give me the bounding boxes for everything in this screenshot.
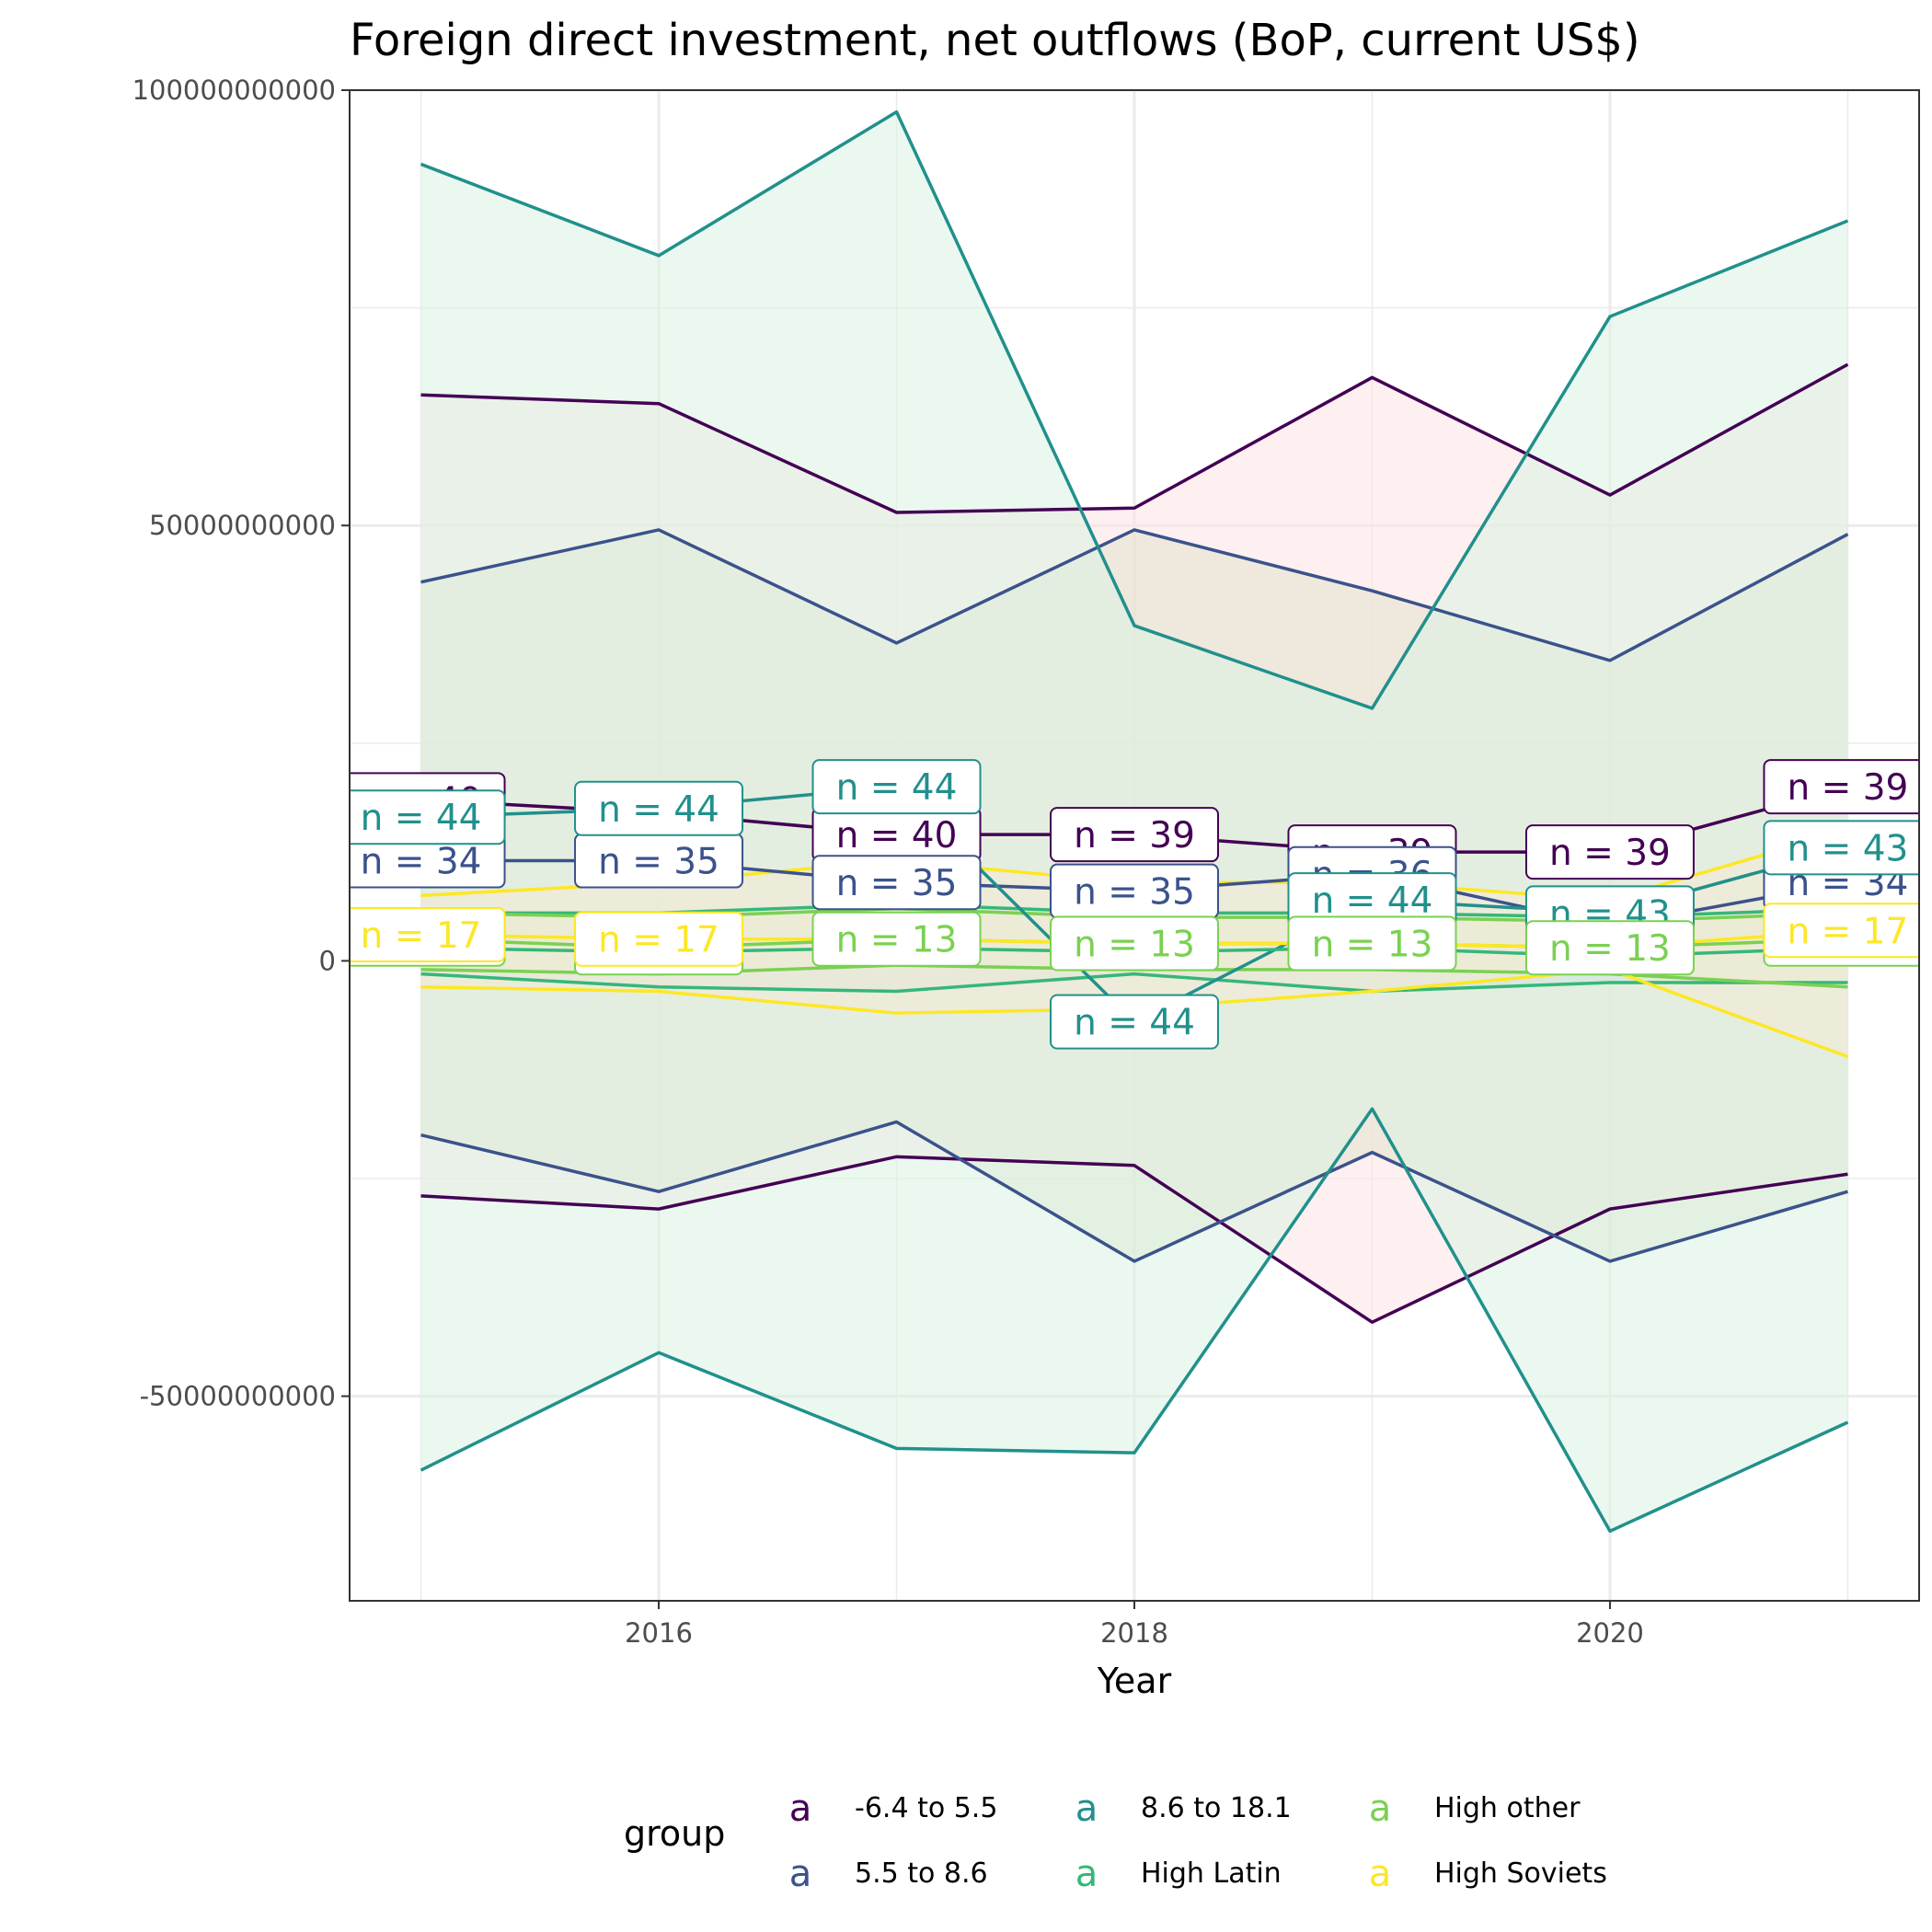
legend-item: a -6.4 to 5.5	[789, 1788, 998, 1830]
n-label-text: n = 17	[1788, 911, 1909, 952]
plot-area: n = 40n = 40n = 39n = 39n = 39n = 39n = …	[349, 88, 1920, 1602]
n-label: n = 44	[350, 789, 506, 845]
n-label: n = 34	[350, 833, 506, 889]
x-tick-label: 2016	[625, 1617, 693, 1649]
n-label-box	[1763, 820, 1919, 876]
n-label-text: n = 39	[1074, 815, 1195, 857]
legend-label: High other	[1434, 1792, 1581, 1824]
n-label: n = 13	[811, 911, 982, 967]
legend-key: a	[789, 1788, 812, 1830]
n-label-box	[350, 907, 506, 963]
n-label: n = 35	[574, 833, 744, 889]
n-label: n = 17	[1763, 903, 1919, 959]
n-label-text: n = 13	[1549, 928, 1671, 970]
n-label-box	[574, 780, 744, 836]
y-tick-label: 100000000000	[132, 75, 336, 106]
n-label: n = 43	[1763, 820, 1919, 876]
legend-item: a High Latin	[1075, 1853, 1282, 1895]
n-label-box	[350, 789, 506, 845]
n-label: n = 39	[1763, 759, 1919, 815]
n-label: n = 44	[1287, 872, 1457, 928]
n-label: n = 13	[1524, 920, 1695, 976]
n-label-box	[1524, 920, 1695, 976]
legend-label: 5.5 to 8.6	[855, 1857, 988, 1890]
n-label-text: n = 44	[836, 767, 958, 809]
legend: group a -6.4 to 5.5 a 5.5 to 8.6 a 8.6 to 18.…	[624, 1788, 1607, 1895]
n-label-text: n = 13	[836, 920, 958, 961]
n-label-text: n = 34	[361, 842, 482, 883]
lower-line	[420, 972, 1848, 994]
n-label-text: n = 17	[598, 920, 719, 961]
y-tick-label: 0	[319, 945, 336, 976]
n-label-text: n = 13	[1312, 924, 1433, 965]
legend-label: -6.4 to 5.5	[855, 1792, 997, 1824]
n-label: n = 35	[811, 855, 982, 911]
n-label-box	[1763, 903, 1919, 959]
n-label-box	[1050, 807, 1219, 863]
n-label: n = 44	[574, 780, 744, 836]
legend-item: a 5.5 to 8.6	[789, 1853, 988, 1895]
legend-label: 8.6 to 18.1	[1141, 1792, 1292, 1824]
x-tick-label: 2018	[1100, 1617, 1168, 1649]
n-label-text: n = 44	[598, 789, 719, 831]
n-label: n = 13	[1287, 915, 1457, 972]
n-labels: n = 40n = 40n = 39n = 39n = 39n = 39n = …	[350, 759, 1919, 1050]
lower-line	[420, 1107, 1849, 1534]
n-label-box	[1524, 824, 1695, 880]
legend-item: a 8.6 to 18.1	[1075, 1788, 1292, 1830]
legend-key: a	[1075, 1853, 1098, 1895]
n-label: n = 39	[1050, 807, 1219, 863]
lower-line	[420, 1120, 1848, 1263]
x-axis-title: Year	[1097, 1661, 1172, 1701]
n-label: n = 35	[1050, 863, 1219, 919]
n-label-text: n = 35	[1074, 872, 1195, 914]
y-tick-label: 50000000000	[149, 510, 336, 541]
n-label-box	[811, 911, 982, 967]
legend-key: a	[789, 1853, 812, 1895]
n-label-text: n = 13	[1074, 924, 1195, 965]
legend-title: group	[624, 1813, 725, 1854]
legend-label: High Latin	[1141, 1857, 1282, 1890]
n-label: n = 39	[1524, 824, 1695, 880]
n-label-box	[1050, 915, 1219, 972]
n-label-text: n = 43	[1788, 828, 1909, 869]
n-label-box	[1287, 915, 1457, 972]
n-label-box	[811, 759, 982, 815]
legend-item: a High Soviets	[1369, 1853, 1607, 1895]
n-label: n = 17	[350, 907, 506, 963]
n-label-box	[574, 911, 744, 967]
n-label-text: n = 39	[1549, 833, 1671, 874]
n-label: n = 17	[574, 911, 744, 967]
n-label-text: n = 17	[361, 915, 482, 957]
n-label-text: n = 44	[1312, 880, 1433, 922]
n-label-text: n = 35	[598, 842, 719, 883]
n-label-text: n = 44	[1074, 1003, 1195, 1044]
x-axis: 2016 2018 2020	[625, 1601, 1644, 1649]
n-label-box	[811, 855, 982, 911]
upper-line	[420, 362, 1849, 514]
chart-title: Foreign direct investment, net outflows …	[350, 15, 1640, 66]
n-label: n = 13	[1050, 915, 1219, 972]
y-axis: -50000000000 0 50000000000 100000000000	[132, 75, 350, 1412]
n-label: n = 40	[811, 807, 982, 863]
n-label-text: n = 44	[361, 798, 482, 839]
legend-item: a High other	[1369, 1788, 1581, 1830]
n-label-box	[1763, 759, 1919, 815]
n-label-text: n = 39	[1788, 767, 1909, 809]
n-label: n = 44	[1050, 994, 1219, 1050]
upper-line	[420, 109, 1849, 710]
legend-key: a	[1369, 1788, 1392, 1830]
legend-label: High Soviets	[1434, 1857, 1607, 1890]
n-label-text: n = 35	[836, 863, 958, 904]
n-label: n = 44	[811, 759, 982, 815]
legend-key: a	[1369, 1853, 1392, 1895]
legend-key: a	[1075, 1788, 1098, 1830]
n-label-box	[1050, 994, 1219, 1050]
y-tick-label: -50000000000	[140, 1381, 336, 1412]
x-tick-label: 2020	[1576, 1617, 1644, 1649]
upper-line	[420, 528, 1849, 662]
lower-line	[420, 1155, 1848, 1324]
n-label-text: n = 40	[836, 815, 958, 857]
